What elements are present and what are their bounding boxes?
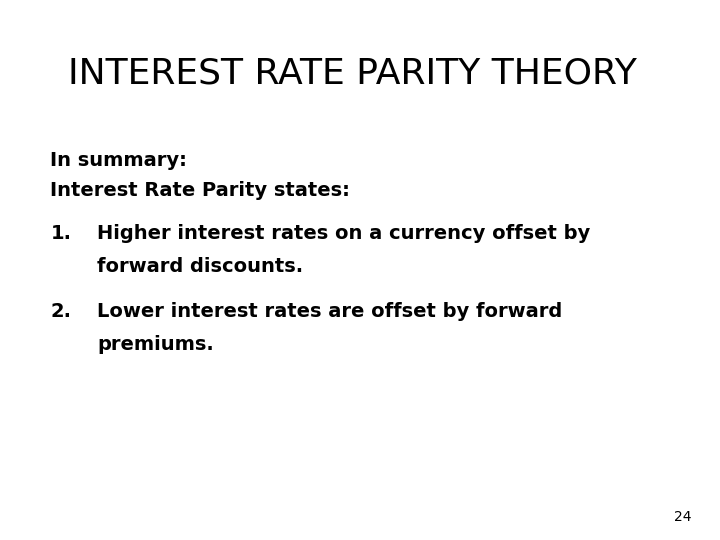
Text: Lower interest rates are offset by forward: Lower interest rates are offset by forwa… bbox=[97, 302, 562, 321]
Text: premiums.: premiums. bbox=[97, 335, 214, 354]
Text: 2.: 2. bbox=[50, 302, 71, 321]
Text: Interest Rate Parity states:: Interest Rate Parity states: bbox=[50, 181, 350, 200]
Text: Higher interest rates on a currency offset by: Higher interest rates on a currency offs… bbox=[97, 224, 590, 243]
Text: forward discounts.: forward discounts. bbox=[97, 256, 303, 275]
Text: INTEREST RATE PARITY THEORY: INTEREST RATE PARITY THEORY bbox=[68, 57, 637, 91]
Text: 1.: 1. bbox=[50, 224, 71, 243]
Text: 24: 24 bbox=[674, 510, 691, 524]
Text: In summary:: In summary: bbox=[50, 151, 187, 170]
